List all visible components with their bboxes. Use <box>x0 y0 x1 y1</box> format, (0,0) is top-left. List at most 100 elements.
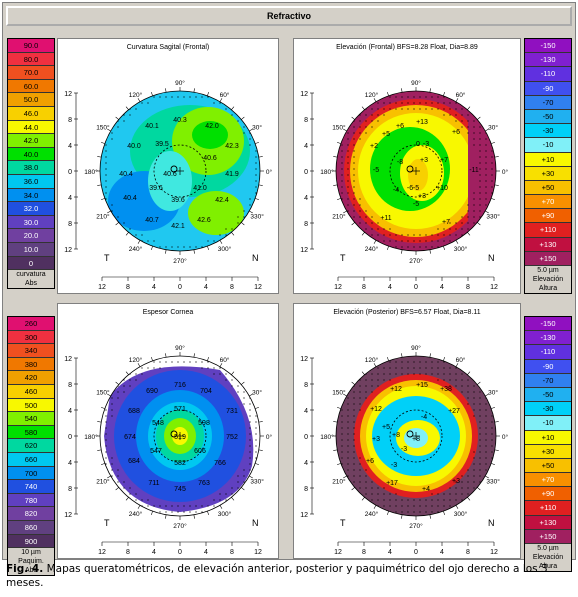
x-tick-label: 4 <box>440 284 444 291</box>
degree-label: 60° <box>220 91 230 99</box>
y-tick-label: 4 <box>68 195 72 202</box>
rim-tick <box>361 232 365 236</box>
y-tick-label: 4 <box>304 195 308 202</box>
rim-tick <box>351 116 355 120</box>
sample-dots <box>105 361 257 513</box>
rim-tick <box>219 363 223 367</box>
x-tick-label: 8 <box>466 284 470 291</box>
y-tick-label: 8 <box>304 117 308 124</box>
scale-step: 660 <box>8 452 54 467</box>
rim-tick <box>477 487 481 491</box>
pachymetry-map[interactable]: Espesor Cornea 716 690 704 688 731 548 571 598 6… <box>57 303 279 559</box>
map-value-label: -4 <box>393 187 399 194</box>
map-value-label: 674 <box>124 434 136 441</box>
rim-tick <box>219 98 223 102</box>
rim-tick <box>455 98 459 102</box>
rim-tick <box>97 184 102 186</box>
temporal-label: T <box>104 253 110 263</box>
rim-tick <box>241 116 245 120</box>
map-value-label: -5 <box>413 185 419 192</box>
rim-tick <box>477 222 481 226</box>
y-tick-label: 12 <box>300 512 308 519</box>
map-value-label: +6 <box>366 458 374 465</box>
scale-step: 460 <box>8 384 54 399</box>
scale-step: 420 <box>8 371 54 385</box>
scale-step: 60.0 <box>8 79 54 94</box>
x-tick-label: 4 <box>204 549 208 556</box>
scale-step: 620 <box>8 439 54 453</box>
degree-label: 180° <box>320 168 334 176</box>
posterior-elevation-color-scale: -150 -130 -110 -90 -70 -50 -30 -10 +10 +30 +50 +70 +… <box>524 316 572 572</box>
degree-label: 300° <box>454 245 468 253</box>
y-tick-label: 8 <box>68 221 72 228</box>
rim-tick <box>491 198 496 201</box>
rim-tick <box>485 210 489 214</box>
scale-step: -70 <box>525 95 571 110</box>
scale-step: +50 <box>525 180 571 196</box>
rim-tick <box>231 106 235 110</box>
rim-tick <box>249 475 253 479</box>
rim-tick <box>333 449 338 451</box>
rim-tick <box>115 381 119 385</box>
scale-unit-label: Elevación <box>525 275 571 284</box>
y-tick-label: 8 <box>68 486 72 493</box>
scale-step: 36.0 <box>8 174 54 189</box>
x-tick-label: 12 <box>334 549 342 556</box>
scale-step: +70 <box>525 195 571 210</box>
map-value-label: +27 <box>448 408 460 415</box>
rim-tick <box>97 421 102 423</box>
degree-label: 180° <box>320 433 334 441</box>
x-tick-label: 4 <box>388 549 392 556</box>
scale-unit-label: Paquim. <box>8 557 54 567</box>
scale-step: 38.0 <box>8 161 54 175</box>
map-zone <box>148 151 192 211</box>
scale-step: 46.0 <box>8 106 54 121</box>
y-tick-label: 12 <box>64 356 72 363</box>
map-value-label: +13 <box>416 119 428 126</box>
rim-tick <box>467 371 471 375</box>
map-value-label: 41.0 <box>193 185 207 192</box>
rim-tick <box>485 128 489 132</box>
panel-title: Curvatura Sagital (Frontal) <box>126 44 210 51</box>
scale-step: 0 <box>8 256 54 271</box>
rim-tick <box>219 240 223 244</box>
degree-label: 60° <box>456 91 466 99</box>
scale-step: 90.0 <box>8 39 54 53</box>
map-value-label: 41.9 <box>225 171 239 178</box>
degree-label: 150° <box>96 124 110 132</box>
anterior-elevation-map[interactable]: Elevación (Frontal) BFS=8.28 Float, Dia=… <box>293 38 521 294</box>
degree-label: 120° <box>129 356 143 364</box>
posterior-elevation-map[interactable]: Elevación (Posterior) BFS=6.57 Float, Di… <box>293 303 521 559</box>
rim-tick <box>249 128 253 132</box>
map-value-label: 40.3 <box>173 117 187 124</box>
scale-unit-label: Elevación <box>525 553 571 562</box>
rim-tick <box>193 353 195 358</box>
degree-label: 60° <box>456 356 466 364</box>
degree-label: 270° <box>173 257 187 265</box>
map-value-label: 39.5 <box>155 141 169 148</box>
map-value-label: 745 <box>174 486 186 493</box>
window-title: Refractivo <box>6 6 572 26</box>
y-tick-label: 4 <box>304 143 308 150</box>
map-value-label: -11 <box>469 167 479 174</box>
rim-tick <box>207 511 210 516</box>
elevation-color-scale: -150 -130 -110 -90 -70 -50 -30 -10 +10 +30 +50 +70 +… <box>524 38 572 294</box>
sagittal-curvature-map[interactable]: Curvatura Sagital (Frontal) 40.3 40.1 42.0… <box>57 38 279 294</box>
scale-step: 820 <box>8 507 54 521</box>
degree-label: 300° <box>218 510 232 518</box>
map-value-label: 766 <box>214 460 226 467</box>
rim-tick <box>373 98 377 102</box>
map-value-label: 684 <box>128 458 140 465</box>
scale-unit-label: Altura <box>525 284 571 293</box>
x-tick-label: 4 <box>440 549 444 556</box>
degree-label: 90° <box>411 344 421 352</box>
scale-step: +130 <box>525 515 571 530</box>
rim-tick <box>258 184 263 186</box>
rim-tick <box>150 356 153 361</box>
rim-tick <box>249 210 253 214</box>
rim-tick <box>97 156 102 158</box>
pupil-outline <box>153 144 207 198</box>
rim-tick <box>373 363 377 367</box>
map-zone <box>188 191 244 235</box>
rim-tick <box>115 116 119 120</box>
